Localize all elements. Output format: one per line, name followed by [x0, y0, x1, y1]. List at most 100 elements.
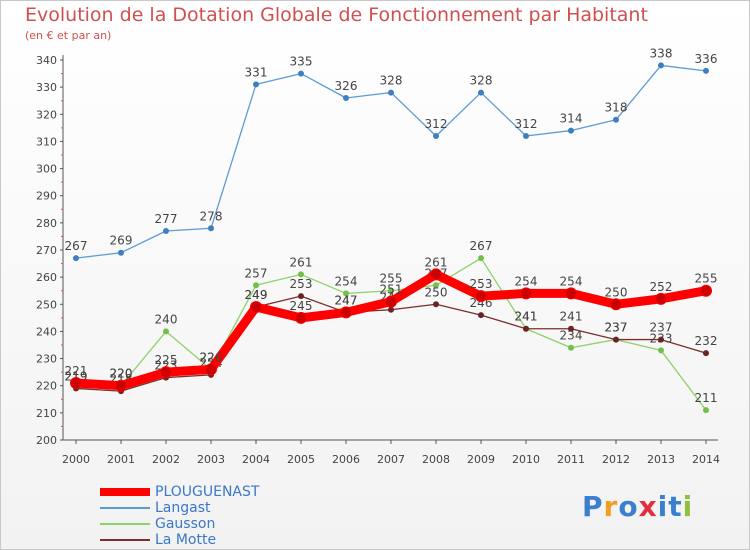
data-label-la-motte: 241: [515, 310, 538, 324]
y-tick-label: 340: [36, 54, 57, 67]
data-label-langast: 314: [560, 112, 583, 126]
data-point-plouguenast: [250, 301, 262, 313]
data-label-plouguenast: 226: [200, 350, 223, 364]
data-label-la-motte: 237: [605, 321, 628, 335]
data-point-langast: [478, 89, 484, 96]
data-label-gausson: 211: [695, 391, 718, 405]
x-tick-label: 2008: [422, 453, 450, 466]
data-point-la-motte: [523, 325, 529, 332]
y-tick-label: 220: [36, 380, 57, 393]
data-label-plouguenast: 251: [380, 283, 403, 297]
data-label-langast: 318: [605, 101, 628, 115]
y-tick-label: 270: [36, 244, 57, 257]
data-point-gausson: [433, 282, 439, 289]
data-point-gausson: [568, 344, 574, 351]
data-label-langast: 277: [155, 212, 178, 226]
data-label-langast: 328: [380, 74, 403, 88]
data-point-gausson: [703, 407, 709, 414]
legend-swatch: [100, 488, 150, 496]
data-point-langast: [298, 70, 304, 77]
y-tick-label: 260: [36, 271, 57, 284]
data-label-langast: 335: [290, 55, 313, 69]
data-label-gausson: 267: [470, 239, 493, 253]
data-label-langast: 267: [65, 239, 88, 253]
data-point-plouguenast: [70, 377, 82, 389]
proxiti-logo: Proxiti: [582, 490, 693, 523]
data-point-langast: [73, 255, 79, 262]
y-tick-label: 300: [36, 163, 57, 176]
data-point-la-motte: [433, 301, 439, 308]
data-point-gausson: [163, 328, 169, 335]
data-label-gausson: 220: [110, 367, 133, 381]
x-tick-label: 2007: [377, 453, 405, 466]
data-label-langast: 328: [470, 74, 493, 88]
data-label-la-motte: 232: [695, 334, 718, 348]
data-point-plouguenast: [610, 298, 622, 311]
legend-label: Gausson: [155, 516, 216, 532]
data-point-langast: [388, 89, 394, 96]
data-label-la-motte: 247: [335, 293, 358, 307]
x-tick-label: 2013: [647, 453, 675, 466]
data-label-plouguenast: 250: [605, 285, 628, 299]
y-tick-label: 280: [36, 217, 57, 230]
data-label-plouguenast: 255: [695, 272, 718, 286]
x-tick-label: 2009: [467, 453, 495, 466]
data-label-la-motte: 253: [290, 277, 313, 291]
data-point-langast: [523, 133, 529, 139]
data-point-gausson: [388, 287, 394, 294]
data-point-plouguenast: [430, 268, 442, 281]
data-label-langast: 269: [110, 234, 133, 248]
legend-swatch: [100, 507, 150, 509]
data-point-gausson: [478, 255, 484, 262]
data-label-plouguenast: 225: [155, 353, 178, 367]
x-tick-label: 2000: [62, 453, 90, 466]
data-label-langast: 336: [695, 52, 718, 66]
y-tick-label: 250: [36, 298, 57, 311]
y-tick-label: 200: [36, 434, 57, 447]
y-tick-label: 210: [36, 407, 57, 420]
data-point-plouguenast: [340, 306, 352, 319]
data-label-plouguenast: 252: [650, 280, 673, 294]
data-label-gausson: 240: [155, 312, 178, 326]
data-label-langast: 312: [515, 117, 538, 131]
logo-letter: P: [582, 490, 604, 523]
legend-label: Langast: [155, 500, 211, 516]
x-tick-label: 2011: [557, 453, 585, 466]
data-point-langast: [163, 228, 169, 234]
x-tick-label: 2010: [512, 453, 540, 466]
legend-label: PLOUGUENAST: [155, 484, 260, 500]
data-point-plouguenast: [565, 287, 577, 300]
legend-swatch: [100, 523, 150, 525]
y-tick-label: 330: [36, 81, 57, 94]
logo-letter: t: [668, 490, 683, 523]
data-label-plouguenast: 253: [470, 277, 493, 291]
data-point-la-motte: [478, 312, 484, 319]
y-tick-label: 240: [36, 325, 57, 338]
data-point-gausson: [343, 290, 349, 297]
x-tick-label: 2002: [152, 453, 180, 466]
data-point-la-motte: [388, 306, 394, 313]
data-label-la-motte: 241: [560, 310, 583, 324]
data-label-gausson: 261: [290, 255, 313, 269]
data-label-gausson: 241: [515, 310, 538, 324]
data-point-langast: [613, 116, 619, 123]
x-tick-label: 2012: [602, 453, 630, 466]
data-point-langast: [658, 62, 664, 69]
data-label-plouguenast: 247: [335, 293, 358, 307]
y-tick-label: 290: [36, 190, 57, 203]
x-tick-label: 2001: [107, 453, 135, 466]
data-label-gausson: 257: [245, 266, 268, 280]
data-label-gausson: 255: [380, 272, 403, 286]
x-tick-label: 2006: [332, 453, 360, 466]
data-point-langast: [568, 127, 574, 134]
data-point-langast: [343, 95, 349, 101]
data-label-plouguenast: 221: [65, 364, 88, 378]
legend-label: La Motte: [155, 532, 217, 548]
data-label-langast: 326: [335, 79, 358, 93]
data-point-langast: [208, 225, 214, 232]
data-point-plouguenast: [655, 292, 667, 305]
data-point-langast: [433, 133, 439, 139]
data-point-langast: [253, 81, 259, 88]
